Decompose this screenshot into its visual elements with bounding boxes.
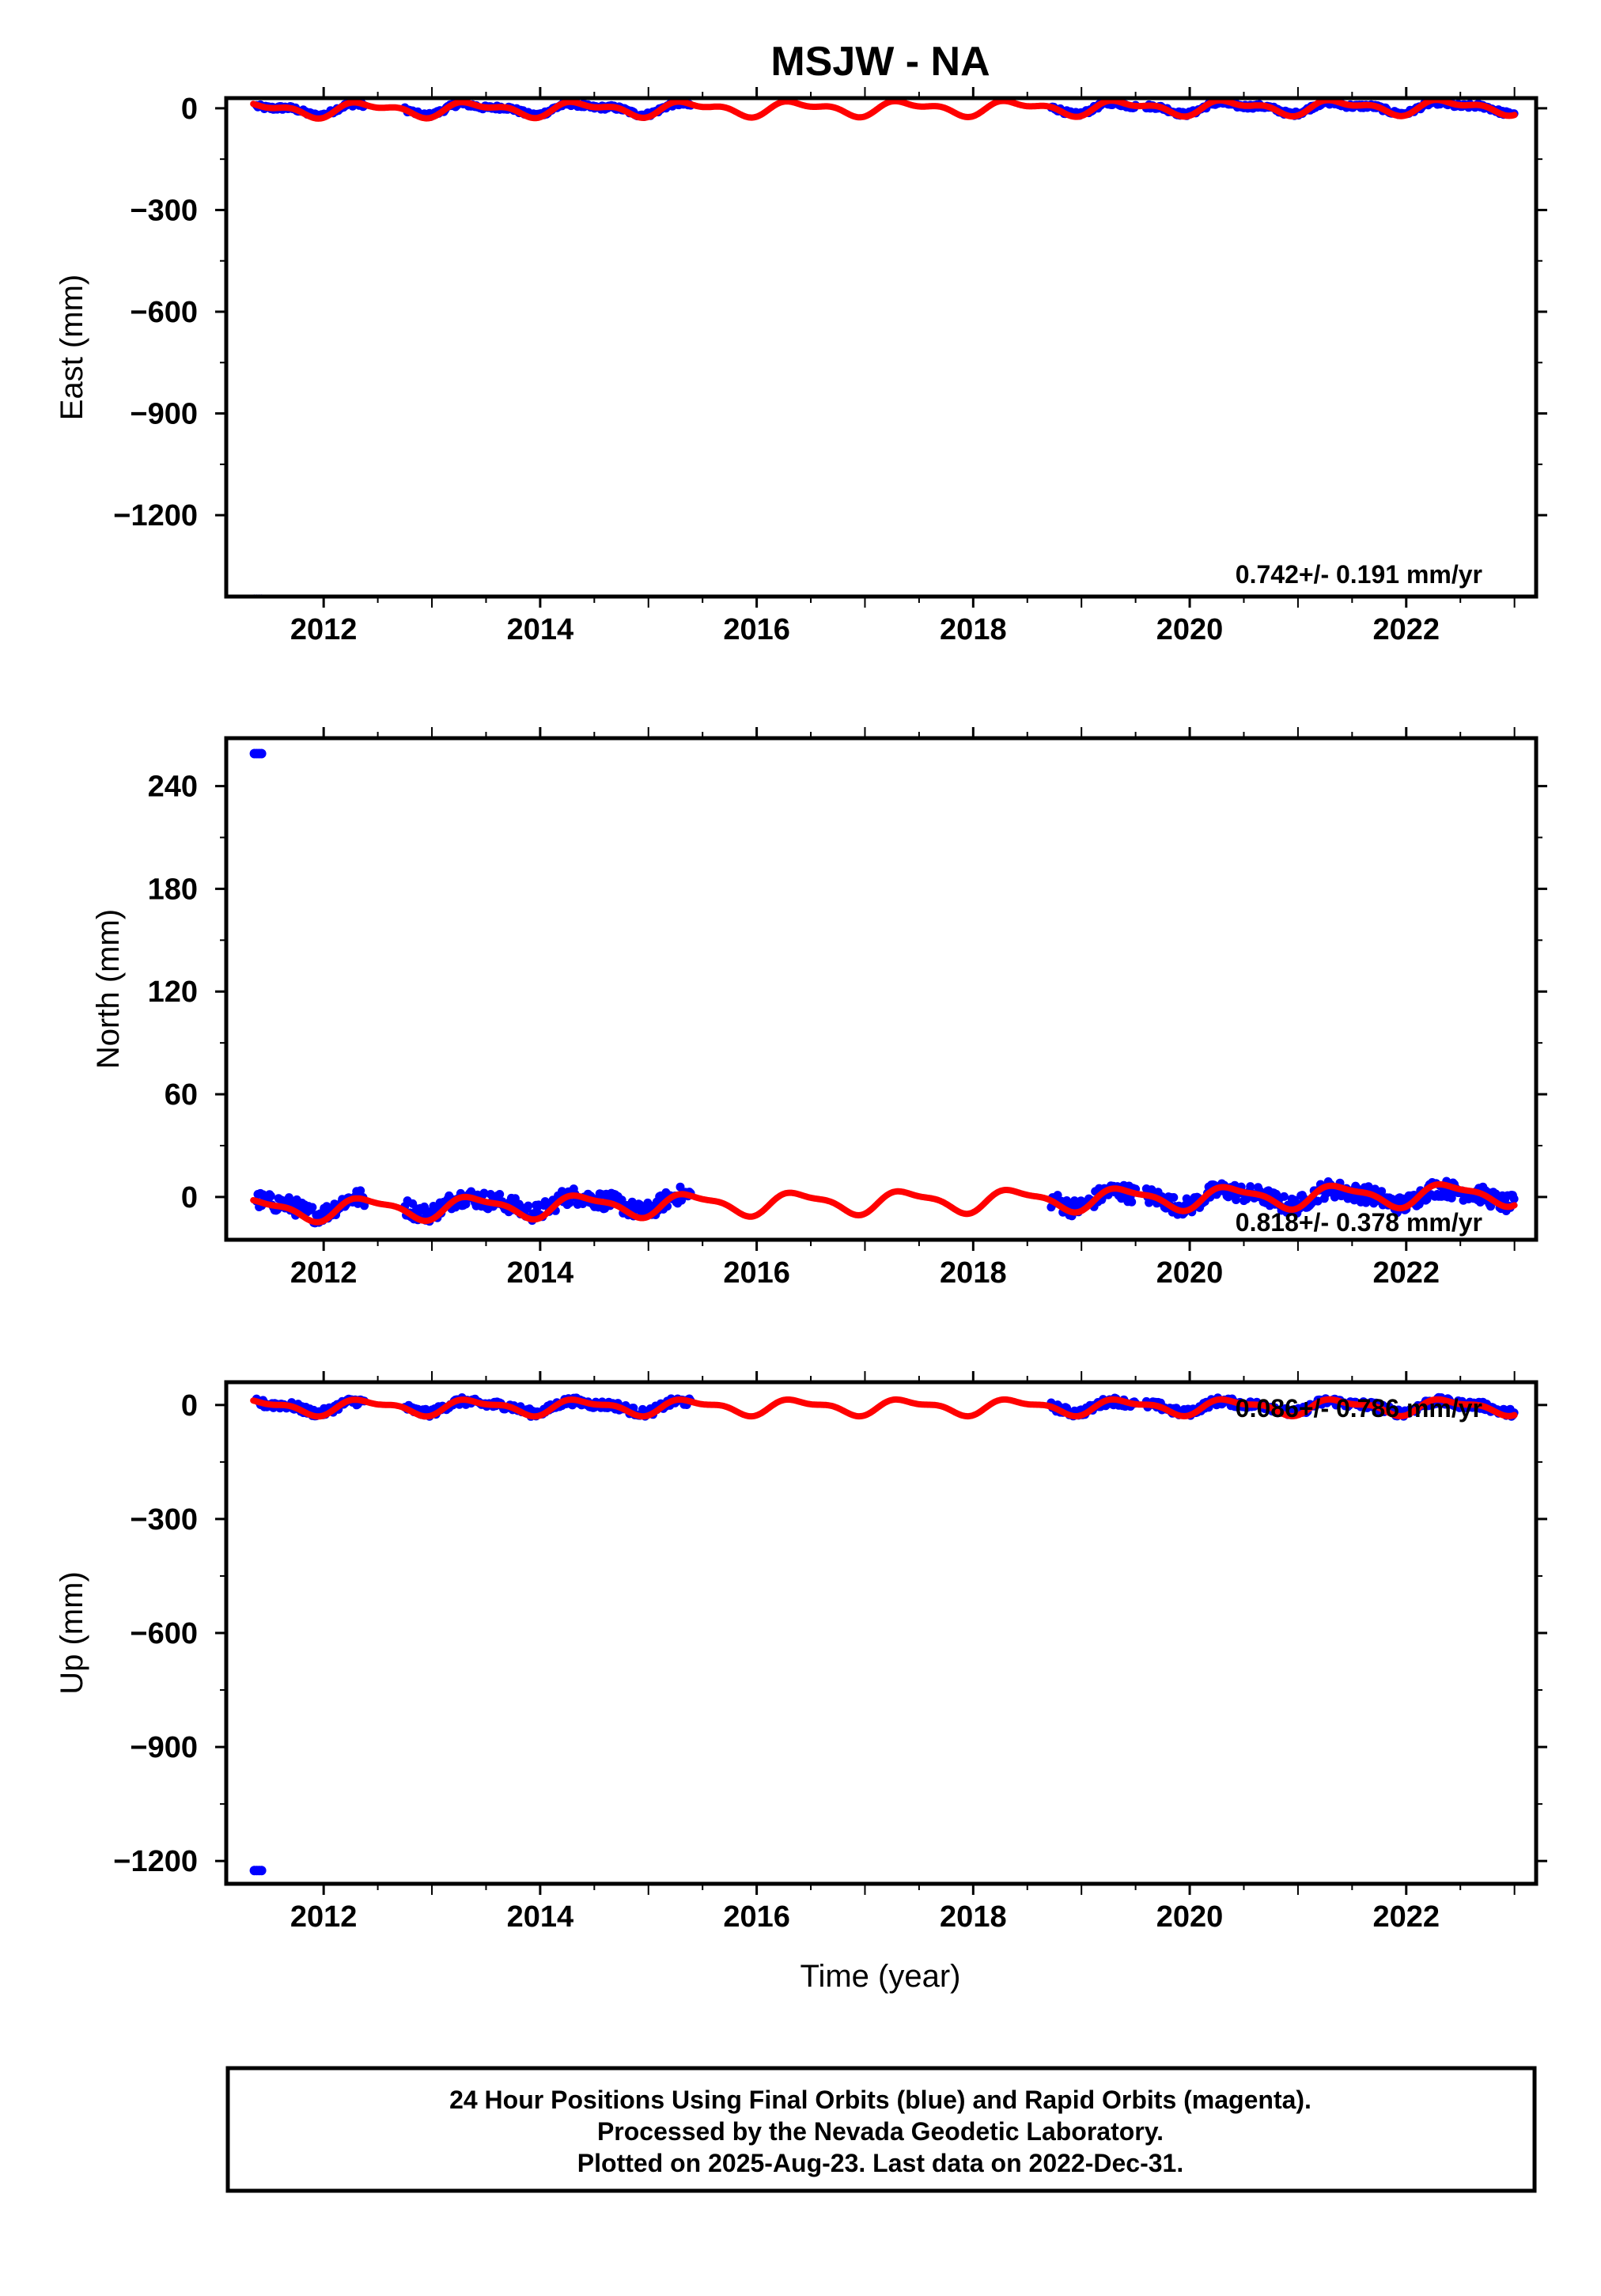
- north-data-point: [1509, 1194, 1519, 1203]
- north-data-point: [565, 1198, 574, 1207]
- north-rate-label: 0.818+/- 0.378 mm/yr: [1236, 1208, 1482, 1237]
- north-x-tick-label: 2014: [507, 1256, 574, 1290]
- panel-up: 0−300−600−900−1200 2012 2014 2016 2018 2020 2…: [55, 1371, 1547, 1934]
- east-rate-label: 0.742+/- 0.191 mm/yr: [1236, 560, 1482, 589]
- north-data-point: [1486, 1202, 1495, 1211]
- north-data-point: [1127, 1197, 1137, 1207]
- north-data-point: [1279, 1192, 1289, 1201]
- north-y-tick-label: 180: [148, 873, 198, 906]
- up-y-axis-label: Up (mm): [55, 1571, 89, 1695]
- north-data-point: [1145, 1198, 1154, 1207]
- north-model-curve: [250, 1181, 1518, 1226]
- north-data-layer: [249, 748, 1519, 1228]
- up-data-points: [249, 1392, 1519, 1876]
- north-data-point: [308, 1203, 317, 1212]
- north-data-point: [356, 1186, 365, 1195]
- up-y-axis: 0 −300 −600 −900 −1200: [113, 1389, 1547, 1878]
- east-model-curve: [250, 98, 1518, 122]
- east-x-tick-label: 2020: [1156, 613, 1224, 646]
- up-y-tick-label: 0: [181, 1389, 198, 1423]
- footer-line-1: 24 Hour Positions Using Final Orbits (bl…: [449, 2086, 1311, 2114]
- east-y-tick-label: −600: [130, 296, 198, 329]
- north-data-point: [524, 1201, 533, 1211]
- up-rate-label: 0.086+/- 0.786 mm/yr: [1236, 1394, 1482, 1423]
- up-x-tick-label: 2016: [723, 1900, 790, 1934]
- north-data-point: [1377, 1187, 1387, 1196]
- up-x-tick-label: 2018: [940, 1900, 1007, 1934]
- north-y-tick-label: 0: [181, 1181, 198, 1214]
- north-outlier-point: [256, 748, 267, 759]
- up-outlier-point: [256, 1866, 267, 1876]
- east-y-axis-label: East (mm): [55, 275, 89, 420]
- up-data-layer: [249, 1392, 1519, 1876]
- north-data-point: [479, 1188, 489, 1198]
- north-y-tick-label: 60: [165, 1078, 198, 1112]
- east-x-axis: 2012 2014 2016 2018 2020 2022: [290, 87, 1516, 646]
- up-x-tick-label: 2022: [1372, 1900, 1440, 1934]
- east-x-tick-label: 2018: [940, 613, 1007, 646]
- east-x-tick-label: 2022: [1372, 613, 1440, 646]
- up-y-tick-label: −900: [130, 1731, 198, 1764]
- north-data-point: [1169, 1193, 1179, 1202]
- up-y-tick-label: −300: [130, 1503, 198, 1536]
- east-x-tick-label: 2016: [723, 613, 790, 646]
- north-data-point: [1447, 1193, 1456, 1203]
- east-x-tick-label: 2014: [507, 613, 574, 646]
- up-x-tick-label: 2020: [1156, 1900, 1224, 1934]
- north-y-tick-label: 120: [148, 976, 198, 1009]
- north-x-axis: 2012 2014 2016 2018 2020 2022: [290, 727, 1516, 1290]
- east-y-tick-label: 0: [181, 93, 198, 126]
- north-data-point: [1364, 1182, 1373, 1192]
- north-x-tick-label: 2018: [940, 1256, 1007, 1290]
- up-x-tick-label: 2012: [290, 1900, 358, 1934]
- up-plot-frame: [224, 1380, 1539, 1886]
- footer-line-2: Processed by the Nevada Geodetic Laborat…: [597, 2117, 1164, 2146]
- x-axis-label: Time (year): [800, 1959, 961, 1994]
- east-y-tick-label: −300: [130, 194, 198, 227]
- east-data-points: [250, 98, 1519, 597]
- north-x-tick-label: 2020: [1156, 1256, 1224, 1290]
- east-y-axis: 0 −300 −600 −900 −1200: [113, 93, 1547, 532]
- north-x-tick-label: 2022: [1372, 1256, 1440, 1290]
- figure-title: MSJW - NA: [770, 39, 990, 85]
- east-y-tick-label: −1200: [113, 499, 198, 532]
- north-y-tick-label: 240: [148, 771, 198, 804]
- footer-line-3: Plotted on 2025-Aug-23. Last data on 202…: [577, 2149, 1183, 2177]
- north-data-points: [249, 748, 1519, 1228]
- up-y-tick-label: −600: [130, 1617, 198, 1650]
- north-y-axis: 0 60 120 180 240: [148, 771, 1547, 1214]
- up-x-axis: 2012 2014 2016 2018 2020 2022: [290, 1371, 1516, 1934]
- north-data-point: [558, 1187, 566, 1196]
- panel-north: 0 60 120 180 240 2012 2014 2016 2018 2020 2022 No…: [91, 727, 1547, 1290]
- east-x-tick-label: 2012: [290, 613, 358, 646]
- east-plot-frame: [224, 96, 1539, 599]
- north-data-point: [1246, 1182, 1255, 1192]
- east-data-layer: [250, 98, 1519, 597]
- north-data-point: [266, 1192, 275, 1201]
- north-x-tick-label: 2016: [723, 1256, 790, 1290]
- north-plot-frame: [224, 736, 1539, 1242]
- panel-east: 0−300−600−900−1200 2012 2014 2016 2018 2020 2…: [55, 87, 1547, 646]
- north-data-point: [495, 1190, 505, 1199]
- east-y-tick-label: −900: [130, 398, 198, 431]
- north-x-tick-label: 2012: [290, 1256, 358, 1290]
- up-x-tick-label: 2014: [507, 1900, 574, 1934]
- up-y-tick-label: −1200: [113, 1845, 198, 1878]
- footer-box: 24 Hour Positions Using Final Orbits (bl…: [225, 2066, 1537, 2193]
- north-y-axis-label: North (mm): [91, 909, 126, 1069]
